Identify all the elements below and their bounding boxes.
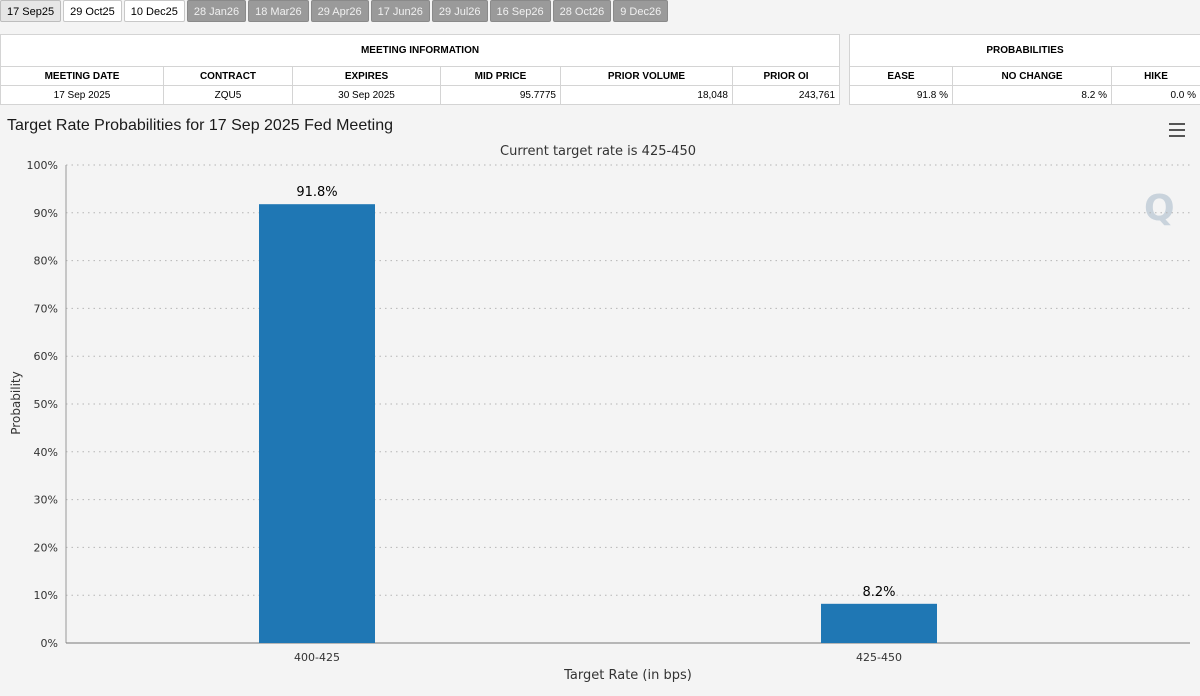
col-expires: EXPIRES [292,66,441,86]
tab-28-jan26[interactable]: 28 Jan26 [186,0,247,22]
tab-29-oct25[interactable]: 29 Oct25 [63,0,122,22]
tab-18-mar26[interactable]: 18 Mar26 [248,0,309,22]
y-tick-label: 20% [34,541,58,554]
col-mid-price: MID PRICE [440,66,561,86]
y-tick-label: 40% [34,446,58,459]
y-tick-label: 80% [34,255,58,268]
x-tick-label: 425-450 [856,651,902,664]
tab-9-dec26[interactable]: 9 Dec26 [613,0,669,22]
no-change-value: 8.2 % [952,85,1112,105]
y-tick-label: 70% [34,302,58,315]
col-no-change: NO CHANGE [952,66,1112,86]
menu-icon[interactable] [1169,123,1185,137]
watermark-logo: Q [1144,188,1175,229]
tab-28-oct26[interactable]: 28 Oct26 [552,0,612,22]
probabilities-table: PROBABILITIES EASE NO CHANGE HIKE 91.8 %… [848,34,1200,105]
hike-value: 0.0 % [1110,85,1200,105]
y-axis-title: Probability [9,371,23,434]
y-tick-label: 50% [34,398,58,411]
bar-data-label: 91.8% [296,185,337,200]
y-tick-label: 30% [34,494,58,507]
bar-data-label: 8.2% [862,585,895,600]
col-contract: CONTRACT [163,66,293,86]
y-tick-label: 60% [34,350,58,363]
meeting-tabs: 17 Sep25 29 Oct25 10 Dec25 28 Jan26 18 Mar26… [0,0,669,24]
tab-10-dec25[interactable]: 10 Dec25 [123,0,185,22]
table-row: 17 Sep 2025 ZQU5 30 Sep 2025 95.7775 18,… [0,85,841,105]
meeting-information-heading: MEETING INFORMATION [0,34,841,67]
y-tick-label: 90% [34,207,58,220]
probabilities-heading: PROBABILITIES [848,34,1200,67]
tab-29-jul26[interactable]: 29 Jul26 [431,0,488,22]
chart-title: Target Rate Probabilities for 17 Sep 202… [7,117,394,134]
chart-subtitle: Current target rate is 425-450 [500,144,696,159]
prior-oi-value: 243,761 [731,85,841,105]
y-tick-label: 100% [27,159,58,172]
bar-chart: Current target rate is 425-450 0% 10% 20% 30… [9,144,1190,683]
y-tick-label: 0% [41,637,58,650]
x-axis-title: Target Rate (in bps) [563,668,692,683]
tab-17-sep25[interactable]: 17 Sep25 [0,0,62,22]
col-prior-volume: PRIOR VOLUME [560,66,733,86]
col-meeting-date: MEETING DATE [0,66,164,86]
col-prior-oi: PRIOR OI [731,66,841,86]
tab-16-sep26[interactable]: 16 Sep26 [489,0,551,22]
y-tick-label: 10% [34,589,58,602]
table-row: 91.8 % 8.2 % 0.0 % [849,85,1200,105]
bar [259,204,375,644]
contract-value: ZQU5 [163,85,293,105]
tab-29-apr26[interactable]: 29 Apr26 [310,0,369,22]
prior-volume-value: 18,048 [560,85,733,105]
tab-17-jun26[interactable]: 17 Jun26 [370,0,430,22]
meeting-date-value: 17 Sep 2025 [0,85,164,105]
col-hike: HIKE [1110,66,1200,86]
meeting-information-table: MEETING INFORMATION MEETING DATE CONTRAC… [0,34,841,105]
mid-price-value: 95.7775 [440,85,561,105]
x-tick-label: 400-425 [294,651,340,664]
expires-value: 30 Sep 2025 [292,85,441,105]
col-ease: EASE [849,66,953,86]
ease-value: 91.8 % [849,85,953,105]
bar [821,603,937,643]
